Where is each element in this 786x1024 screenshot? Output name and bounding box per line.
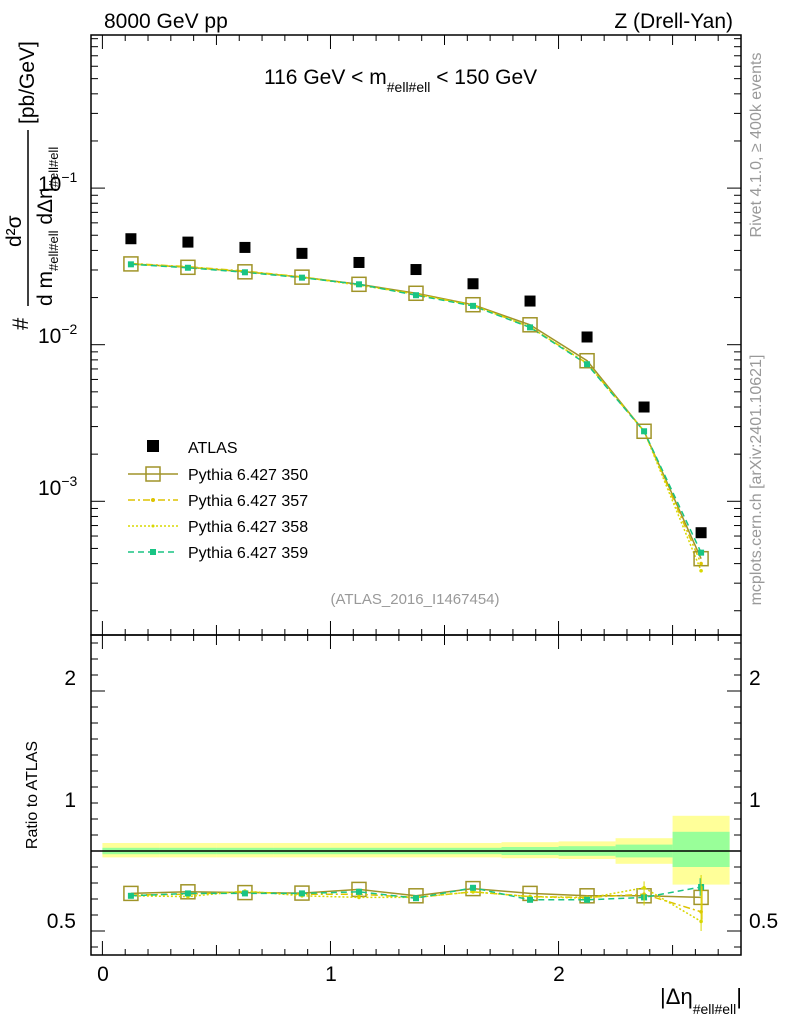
- data-point-350: [123, 256, 139, 272]
- ratio-point-359: [241, 890, 248, 897]
- y-axis-label-numerator: d²σ: [3, 215, 26, 247]
- main-plot-marks: [123, 233, 709, 573]
- plot-title: 116 GeV < m#ell#ell < 150 GeV: [264, 66, 537, 95]
- data-point-atlas: [581, 331, 593, 343]
- ratio-y-axis-label: Ratio to ATLAS: [24, 741, 41, 849]
- data-point-atlas: [467, 278, 479, 290]
- legend-marker-358: [151, 524, 155, 528]
- data-point-359: [470, 302, 477, 309]
- y-axis-label-denominator: d m#ell#ell dΔη#ell#ell: [34, 147, 61, 306]
- ytick-label-1e-1: 10−1: [38, 169, 78, 196]
- xtick-label-2: 2: [553, 963, 565, 986]
- data-point-atlas: [524, 295, 536, 307]
- x-axis-label: |Δη#ell#ell|: [660, 984, 742, 1017]
- main-plot-ticks: [91, 35, 741, 635]
- ratio-point-350: [180, 884, 196, 900]
- series-line-359: [130, 263, 702, 553]
- data-point-350: [180, 259, 196, 276]
- ratio-point-359: [127, 892, 134, 899]
- ratio-band-green: [672, 831, 730, 867]
- ratio-point-358: [471, 890, 475, 894]
- data-point-359: [413, 292, 419, 299]
- data-point-359: [698, 549, 705, 556]
- ratio-point-350: [123, 885, 139, 902]
- data-point-350: [408, 285, 424, 302]
- ratio-plot-marks: [123, 875, 709, 931]
- data-point-359: [527, 324, 534, 331]
- data-point-350: [351, 276, 367, 293]
- rivet-version-label: Rivet 4.1.0, ≥ 400k events: [748, 53, 765, 238]
- data-point-atlas: [239, 241, 251, 253]
- data-point-350: [522, 317, 538, 333]
- data-point-350: [237, 264, 253, 280]
- ratio-ytick-label-1-left: 1: [64, 789, 76, 812]
- ratio-ytick-label-1-right: 1: [749, 789, 761, 812]
- ratio-line-357: [130, 891, 702, 913]
- ratio-point-359: [184, 890, 191, 897]
- ratio-ytick-label-0-5-left: 0.5: [47, 910, 76, 933]
- legend-label-350: Pythia 6.427 350: [188, 467, 308, 484]
- xtick-label-0: 0: [97, 963, 109, 986]
- header-process-label: Z (Drell-Yan): [614, 10, 733, 33]
- data-point-350: [294, 269, 310, 285]
- data-point-359: [127, 261, 134, 268]
- header-energy-label: 8000 GeV pp: [104, 10, 228, 33]
- y-axis-label-hash: #: [8, 317, 33, 330]
- ratio-ytick-label-2-left: 2: [64, 667, 76, 690]
- data-point-359: [298, 274, 305, 281]
- legend-label-atlas: ATLAS: [188, 440, 238, 457]
- ratio-plot-frame: [90, 634, 742, 956]
- data-point-359: [355, 281, 362, 288]
- ratio-point-359: [584, 896, 591, 903]
- ratio-point-359: [413, 895, 419, 902]
- data-point-atlas: [695, 527, 707, 539]
- ratio-point-350: [408, 888, 424, 904]
- data-point-atlas: [125, 233, 137, 245]
- legend-marker-359: [150, 549, 156, 555]
- data-point-atlas: [296, 247, 308, 259]
- ytick-label-1e-3: 10−3: [38, 473, 78, 500]
- ratio-point-359: [298, 890, 305, 897]
- data-point-350: [579, 352, 595, 369]
- legend-label-357: Pythia 6.427 357: [188, 493, 308, 510]
- legend: ATLAS Pythia 6.427 350 Pythia 6.427 357 …: [128, 440, 308, 562]
- data-point-350: [636, 423, 652, 440]
- ratio-point-358: [357, 895, 361, 900]
- data-point-359: [584, 361, 591, 368]
- ratio-uncertainty-bands: [102, 815, 730, 885]
- legend-marker-atlas: [147, 440, 159, 452]
- legend-label-358: Pythia 6.427 358: [188, 519, 308, 536]
- mcplots-label: mcplots.cern.ch [arXiv:2401.10621]: [748, 355, 765, 606]
- ytick-label-1e-2: 10−2: [38, 321, 78, 348]
- data-point-359: [641, 428, 648, 435]
- main-plot-panel: 116 GeV < m#ell#ell < 150 GeV 10−1 10−2 …: [3, 34, 742, 636]
- data-point-358: [699, 568, 703, 573]
- ratio-plot-panel: 0.5 1 2 0.5 1 2 Ratio to ATLAS 0 1 2 |Δη…: [24, 634, 778, 1017]
- ratio-ytick-label-2-right: 2: [749, 667, 761, 690]
- analysis-id-label: (ATLAS_2016_I1467454): [330, 591, 499, 608]
- data-point-atlas: [353, 256, 365, 268]
- legend-label-359: Pythia 6.427 359: [188, 545, 308, 562]
- ratio-point-359: [470, 884, 477, 891]
- y-axis-label-units: [pb/GeV]: [16, 41, 39, 124]
- ratio-point-359: [527, 896, 534, 903]
- data-point-atlas: [182, 236, 194, 248]
- data-point-359: [241, 269, 248, 276]
- data-point-350: [465, 296, 481, 313]
- ratio-ytick-label-0-5-right: 0.5: [749, 910, 778, 933]
- ratio-point-359: [355, 888, 362, 895]
- series-line-350: [130, 263, 702, 560]
- legend-marker-357: [151, 498, 155, 502]
- data-point-atlas: [638, 401, 650, 413]
- ratio-plot-ticks: [91, 635, 741, 955]
- data-point-357: [699, 561, 703, 566]
- y-axis-label: # d²σ d m#ell#ell dΔη#ell#ell [pb/GeV]: [3, 41, 61, 330]
- xtick-label-1: 1: [325, 963, 337, 986]
- data-point-359: [184, 264, 191, 271]
- legend-marker-350: [145, 466, 161, 482]
- data-point-atlas: [410, 264, 422, 276]
